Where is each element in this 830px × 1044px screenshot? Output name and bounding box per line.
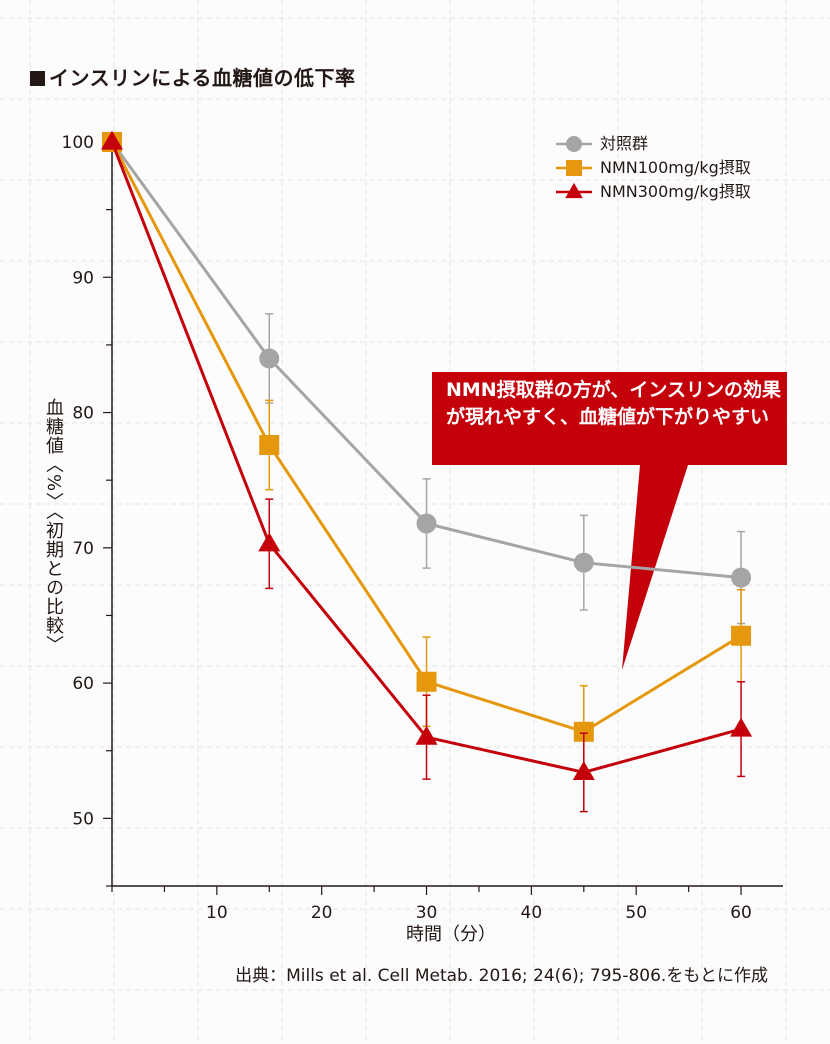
y-tick-label: 100 <box>62 133 94 153</box>
y-tick-label: 60 <box>72 674 94 694</box>
legend-item-nmn100: NMN100mg/kg摂取 <box>556 156 751 180</box>
data-point-triangle <box>565 182 583 199</box>
chart-series <box>101 130 753 813</box>
legend-item-nmn300: NMN300mg/kg摂取 <box>556 180 751 204</box>
source-citation: 出典：Mills et al. Cell Metab. 2016; 24(6);… <box>235 966 768 986</box>
series-1 <box>102 132 752 625</box>
x-axis-label: 時間（分） <box>406 924 496 945</box>
x-tick-label: 30 <box>416 903 438 923</box>
data-point-triangle <box>730 717 753 737</box>
chart-axes: 50 60 70 80 90 100 10 20 30 40 50 60 <box>62 133 783 923</box>
y-tick-label: 50 <box>72 809 94 829</box>
legend-label: NMN100mg/kg摂取 <box>600 158 751 177</box>
x-tick-label: 50 <box>625 903 647 923</box>
legend-swatch-triangle <box>556 182 592 199</box>
callout-text: NMN摂取群の方が、インスリンの効果が現れやすく、血糖値が下がりやすい <box>446 379 781 428</box>
data-point-triangle <box>415 725 438 745</box>
x-tick-label: 40 <box>521 903 543 923</box>
legend-label: 対照群 <box>600 134 649 153</box>
legend-swatch-circle <box>556 136 592 152</box>
data-point-circle <box>416 513 437 534</box>
data-point-square <box>566 160 582 176</box>
chart-legend: 対照群 NMN100mg/kg摂取 NMN300mg/kg摂取 <box>556 132 751 204</box>
data-point-square <box>416 671 437 692</box>
data-point-triangle <box>258 532 281 552</box>
data-point-circle <box>573 552 594 573</box>
y-tick-label: 70 <box>72 539 94 559</box>
data-point-square <box>573 721 594 742</box>
callout-bubble <box>432 372 787 670</box>
x-tick-label: 20 <box>311 903 333 923</box>
x-tick-label: 60 <box>730 903 752 923</box>
y-tick-label: 80 <box>72 404 94 424</box>
data-point-circle <box>259 348 280 369</box>
data-point-triangle <box>101 130 123 150</box>
legend-label: NMN300mg/kg摂取 <box>600 182 751 201</box>
series-3 <box>101 130 753 813</box>
data-point-square <box>731 625 752 646</box>
y-axis-label: 血糖値〈%〉〈初期との比較〉 <box>43 398 64 655</box>
title-square-icon <box>30 71 45 86</box>
chart-title-block: インスリンによる血糖値の低下率 <box>30 62 356 91</box>
data-point-triangle <box>572 760 595 780</box>
data-point-circle <box>566 136 582 152</box>
x-tick-label: 10 <box>206 903 228 923</box>
data-point-square <box>259 435 280 456</box>
y-tick-label: 90 <box>72 268 94 288</box>
chart-title: インスリンによる血糖値の低下率 <box>49 66 356 90</box>
legend-item-control: 対照群 <box>556 132 751 156</box>
legend-swatch-square <box>556 160 592 176</box>
data-point-circle <box>731 567 752 588</box>
